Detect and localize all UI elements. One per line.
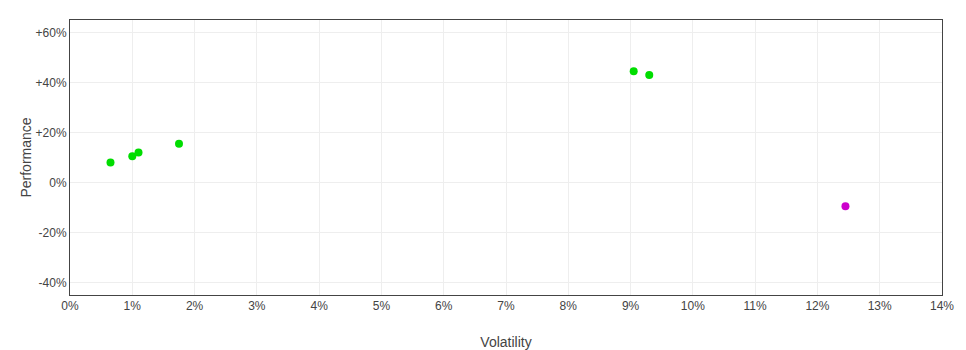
svg-text:6%: 6% (435, 299, 453, 313)
svg-text:-40%: -40% (39, 276, 67, 290)
svg-text:0%: 0% (49, 176, 67, 190)
svg-text:14%: 14% (930, 299, 954, 313)
svg-text:+20%: +20% (36, 126, 67, 140)
svg-text:5%: 5% (373, 299, 391, 313)
svg-text:0%: 0% (61, 299, 79, 313)
svg-text:Performance: Performance (18, 117, 34, 197)
svg-text:12%: 12% (805, 299, 829, 313)
svg-text:Volatility: Volatility (480, 334, 531, 350)
svg-text:3%: 3% (248, 299, 266, 313)
svg-text:11%: 11% (744, 299, 767, 313)
svg-text:4%: 4% (310, 299, 328, 313)
svg-text:+60%: +60% (36, 26, 67, 40)
svg-text:-20%: -20% (39, 226, 67, 240)
svg-text:13%: 13% (868, 299, 892, 313)
svg-text:1%: 1% (124, 299, 142, 313)
svg-text:9%: 9% (622, 299, 640, 313)
svg-text:2%: 2% (186, 299, 204, 313)
svg-text:10%: 10% (681, 299, 705, 313)
svg-text:+40%: +40% (36, 76, 67, 90)
svg-text:7%: 7% (497, 299, 515, 313)
svg-text:8%: 8% (560, 299, 578, 313)
